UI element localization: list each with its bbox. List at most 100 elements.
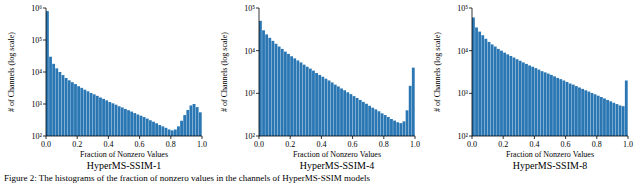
bar	[503, 53, 506, 136]
bar	[353, 96, 356, 136]
x-axis	[472, 136, 628, 137]
x-tick-label: 0.0	[467, 140, 477, 149]
y-tick	[256, 93, 259, 94]
bar	[566, 82, 569, 136]
x-tick	[77, 136, 78, 139]
panel: 0.00.20.40.60.81.010²10³10⁴10⁵# of Chann…	[433, 4, 633, 171]
bar	[581, 89, 584, 136]
x-tick-label: 0.0	[254, 140, 264, 149]
figure: 0.00.20.40.60.81.010²10³10⁴10⁵10⁶# of Ch…	[0, 0, 640, 184]
x-axis	[259, 136, 415, 137]
bar	[259, 21, 262, 136]
x-tick	[259, 136, 260, 139]
bar	[196, 107, 199, 136]
bar	[281, 49, 284, 136]
bar	[538, 70, 541, 136]
x-tick	[628, 136, 629, 139]
bar	[509, 56, 512, 136]
bar	[328, 80, 331, 136]
x-axis-label: Fraction of Nonzero Values	[80, 150, 168, 159]
y-axis	[472, 8, 473, 136]
x-tick-label: 0.2	[498, 140, 508, 149]
bar	[478, 32, 481, 136]
x-tick-label: 1.0	[197, 140, 207, 149]
bar	[559, 79, 562, 136]
bar	[575, 86, 578, 136]
bar	[287, 54, 290, 136]
bar	[368, 106, 371, 136]
bar	[409, 86, 412, 136]
y-axis-label: # of Channels (log scale)	[220, 32, 229, 112]
bar	[174, 129, 177, 136]
x-tick-label: 0.4	[529, 140, 539, 149]
bar	[497, 49, 500, 136]
bar	[472, 17, 475, 136]
bar	[55, 68, 58, 136]
y-tick	[256, 50, 259, 51]
x-tick	[383, 136, 384, 139]
y-tick-label: 10²	[245, 132, 256, 141]
bar	[155, 123, 158, 136]
bar	[516, 59, 519, 136]
bar	[68, 80, 71, 136]
bar	[544, 72, 547, 136]
bar	[52, 64, 55, 136]
y-tick-label: 10³	[245, 89, 256, 98]
bar	[275, 44, 278, 136]
bar	[519, 61, 522, 136]
bar	[87, 91, 90, 136]
bar	[406, 110, 409, 136]
bar	[359, 100, 362, 136]
bar	[165, 128, 168, 136]
panel-title: HyperMS-SSIM-1	[87, 160, 161, 171]
bar	[271, 41, 274, 136]
y-tick	[43, 72, 46, 73]
bar	[541, 71, 544, 136]
bar	[296, 60, 299, 136]
bar	[337, 86, 340, 136]
bar	[96, 96, 99, 136]
bar	[603, 98, 606, 136]
bar	[102, 99, 105, 136]
bar	[334, 85, 337, 136]
bar	[525, 64, 528, 136]
x-tick-label: 1.0	[623, 140, 633, 149]
bar	[77, 86, 80, 136]
bar	[171, 130, 174, 136]
bar	[278, 47, 281, 136]
bar	[396, 122, 399, 136]
y-tick-label: 10³	[458, 89, 469, 98]
bar	[315, 73, 318, 136]
bar	[412, 68, 415, 136]
bar	[93, 94, 96, 136]
bar	[587, 92, 590, 136]
y-axis-label: # of Channels (log scale)	[7, 32, 16, 112]
bar	[149, 120, 152, 136]
bar	[491, 44, 494, 136]
y-tick	[256, 8, 259, 9]
x-tick	[108, 136, 109, 139]
bar	[616, 104, 619, 136]
y-tick	[469, 50, 472, 51]
bar	[183, 115, 186, 136]
bar	[161, 126, 164, 136]
y-tick-label: 10⁵	[457, 4, 468, 13]
x-axis-label: Fraction of Nonzero Values	[506, 150, 594, 159]
y-tick	[469, 93, 472, 94]
x-tick-label: 1.0	[410, 140, 420, 149]
bar	[130, 112, 133, 136]
bar	[591, 93, 594, 136]
bar	[387, 117, 390, 136]
bar	[513, 58, 516, 136]
bar	[475, 27, 478, 136]
bar	[268, 38, 271, 136]
x-tick	[503, 136, 504, 139]
bar	[612, 103, 615, 136]
bar	[105, 100, 108, 136]
y-tick	[43, 8, 46, 9]
bar	[303, 65, 306, 136]
bar	[569, 84, 572, 136]
bar	[306, 67, 309, 136]
bar	[99, 97, 102, 136]
bar	[349, 94, 352, 136]
